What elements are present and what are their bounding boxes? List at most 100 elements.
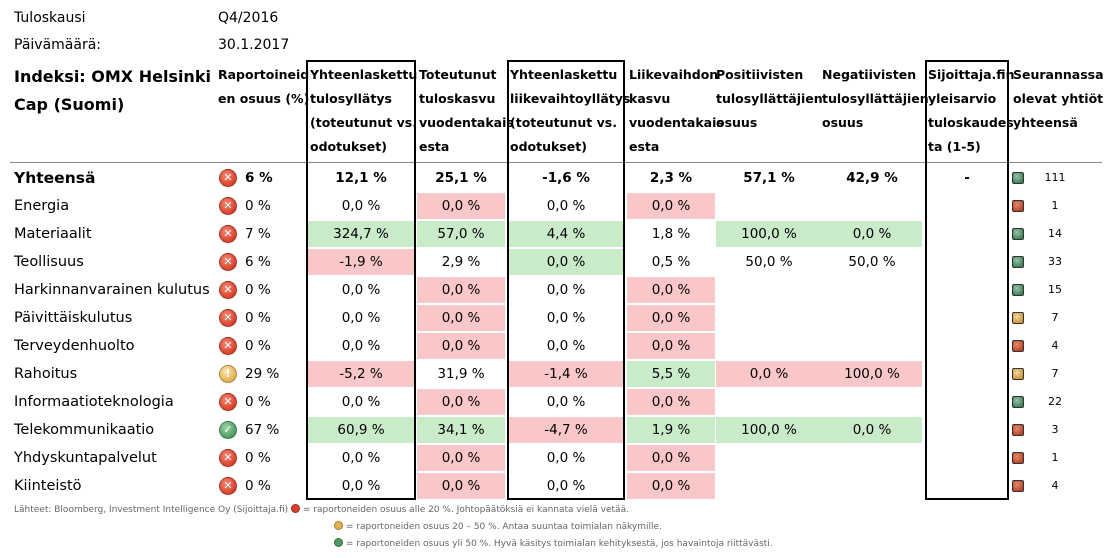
cell-rating bbox=[927, 389, 1007, 415]
reported-share: 0 % bbox=[245, 394, 271, 410]
cell-pos bbox=[716, 333, 822, 359]
column-header-3-line-3: odotukset) bbox=[510, 139, 587, 154]
company-count: 14 bbox=[1048, 227, 1062, 240]
reported-share: 0 % bbox=[245, 478, 271, 494]
cell-eps-growth: 0,0 % bbox=[417, 193, 505, 219]
coverage-dot-icon bbox=[1012, 228, 1024, 240]
coverage-dot-icon bbox=[1012, 256, 1024, 268]
column-header-5-line-0: Positiivisten bbox=[716, 67, 804, 82]
row-label: Teollisuus bbox=[14, 254, 84, 270]
cell-eps-growth: 0,0 % bbox=[417, 333, 505, 359]
column-header-2-line-2: vuodentakais bbox=[419, 115, 514, 130]
coverage-dot-icon bbox=[1012, 368, 1024, 380]
column-header-8-line-0: Seurannassa bbox=[1013, 67, 1104, 82]
cell-rev-surprise: 0,0 % bbox=[546, 394, 586, 410]
column-header-6-line-0: Negatiivisten bbox=[822, 67, 917, 82]
cell-rev-growth: 1,9 % bbox=[627, 417, 715, 443]
reported-share: 0 % bbox=[245, 282, 271, 298]
company-count: 1 bbox=[1051, 199, 1059, 212]
cell-rev-growth: 0,0 % bbox=[627, 473, 715, 499]
cell-neg bbox=[822, 473, 922, 499]
column-header-1-line-2: (toteutunut vs. bbox=[310, 115, 417, 130]
column-header-4-line-1: kasvu bbox=[629, 91, 671, 106]
index-name-line2: Cap (Suomi) bbox=[14, 95, 125, 114]
cell-neg: 50,0 % bbox=[848, 254, 896, 270]
status-red-icon: ✕ bbox=[219, 477, 237, 495]
cell-eps-growth: 0,0 % bbox=[417, 445, 505, 471]
company-count: 111 bbox=[1044, 171, 1066, 184]
status-red-icon: ✕ bbox=[219, 449, 237, 467]
column-header-3-line-0: Yhteenlaskettu bbox=[510, 67, 618, 82]
cell-rev-growth: 0,0 % bbox=[627, 305, 715, 331]
cell-eps-growth: 34,1 % bbox=[417, 417, 505, 443]
column-header-0-line-1: en osuus (%) bbox=[218, 91, 310, 106]
cell-eps-growth: 57,0 % bbox=[417, 221, 505, 247]
row-label: Energia bbox=[14, 198, 70, 214]
company-count: 3 bbox=[1051, 423, 1059, 436]
legend-red-text: = raportoneiden osuus alle 20 %. Johtopä… bbox=[302, 505, 629, 515]
status-red-icon: ✕ bbox=[219, 169, 237, 187]
column-header-7-line-1: yleisarvio bbox=[928, 91, 997, 106]
company-count: 7 bbox=[1051, 311, 1059, 324]
reported-share: 6 % bbox=[245, 170, 273, 186]
cell-pos: 100,0 % bbox=[716, 221, 822, 247]
column-header-3-line-1: liikevaihtoyllätys bbox=[510, 91, 631, 106]
cell-neg bbox=[822, 277, 922, 303]
cell-rev-growth: 0,0 % bbox=[627, 277, 715, 303]
cell-eps-growth: 31,9 % bbox=[437, 366, 485, 382]
cell-rev-growth: 0,0 % bbox=[627, 333, 715, 359]
column-header-7-line-0: Sijoittaja.fin bbox=[928, 67, 1015, 82]
cell-rev-surprise: -1,4 % bbox=[509, 361, 623, 387]
cell-rev-surprise: 0,0 % bbox=[546, 198, 586, 214]
period-value: Q4/2016 bbox=[218, 10, 279, 26]
status-red-icon: ✕ bbox=[219, 309, 237, 327]
cell-pos: 0,0 % bbox=[716, 361, 822, 387]
column-header-2-line-1: tuloskasvu bbox=[419, 91, 496, 106]
company-count: 4 bbox=[1051, 339, 1059, 352]
row-label: Yhdyskuntapalvelut bbox=[14, 450, 157, 466]
cell-rev-growth: 0,0 % bbox=[627, 389, 715, 415]
cell-eps-growth: 0,0 % bbox=[417, 277, 505, 303]
cell-pos bbox=[716, 193, 822, 219]
cell-rev-growth: 1,8 % bbox=[651, 226, 691, 242]
cell-pos bbox=[716, 473, 822, 499]
coverage-dot-icon bbox=[1012, 340, 1024, 352]
column-header-1-line-3: odotukset) bbox=[310, 139, 387, 154]
coverage-dot-icon bbox=[1012, 480, 1024, 492]
reported-share: 67 % bbox=[245, 422, 280, 438]
legend-yellow-icon bbox=[334, 521, 343, 530]
column-header-4-line-2: vuodentakais bbox=[629, 115, 724, 130]
cell-neg bbox=[822, 389, 922, 415]
column-header-7-line-2: tuloskaudes bbox=[928, 115, 1014, 130]
cell-rev-surprise: 0,0 % bbox=[546, 450, 586, 466]
cell-rating bbox=[927, 249, 1007, 275]
cell-rev-growth: 0,0 % bbox=[627, 445, 715, 471]
column-header-0-line-0: Raportoineid bbox=[218, 67, 310, 82]
row-label: Rahoitus bbox=[14, 366, 78, 382]
company-count: 33 bbox=[1048, 255, 1062, 268]
cell-rev-surprise: -4,7 % bbox=[509, 417, 623, 443]
column-header-6-line-1: tulosyllättäjien bbox=[822, 91, 929, 106]
cell-pos: 50,0 % bbox=[745, 254, 793, 270]
row-label: Telekommunikaatio bbox=[14, 422, 155, 438]
column-header-6-line-2: osuus bbox=[822, 115, 864, 130]
footer-legend-yellow: = raportoneiden osuus 20 – 50 %. Antaa s… bbox=[334, 521, 662, 532]
cell-neg bbox=[822, 445, 922, 471]
reported-share: 0 % bbox=[245, 338, 271, 354]
status-red-icon: ✕ bbox=[219, 197, 237, 215]
cell-rev-growth: 5,5 % bbox=[627, 361, 715, 387]
cell-rev-growth: 2,3 % bbox=[649, 170, 693, 186]
coverage-dot-icon bbox=[1012, 424, 1024, 436]
company-count: 4 bbox=[1051, 479, 1059, 492]
coverage-dot-icon bbox=[1012, 396, 1024, 408]
coverage-dot-icon bbox=[1012, 284, 1024, 296]
cell-rating bbox=[927, 333, 1007, 359]
cell-rev-surprise: 4,4 % bbox=[509, 221, 623, 247]
cell-eps-surprise: 0,0 % bbox=[341, 478, 381, 494]
legend-green-text: = raportoneiden osuus yli 50 %. Hyvä käs… bbox=[345, 539, 773, 549]
column-header-8-line-2: yhteensä bbox=[1013, 115, 1078, 130]
coverage-dot-icon bbox=[1012, 200, 1024, 212]
cell-rating bbox=[927, 417, 1007, 443]
coverage-dot-icon bbox=[1012, 312, 1024, 324]
cell-pos: 57,1 % bbox=[743, 170, 795, 186]
